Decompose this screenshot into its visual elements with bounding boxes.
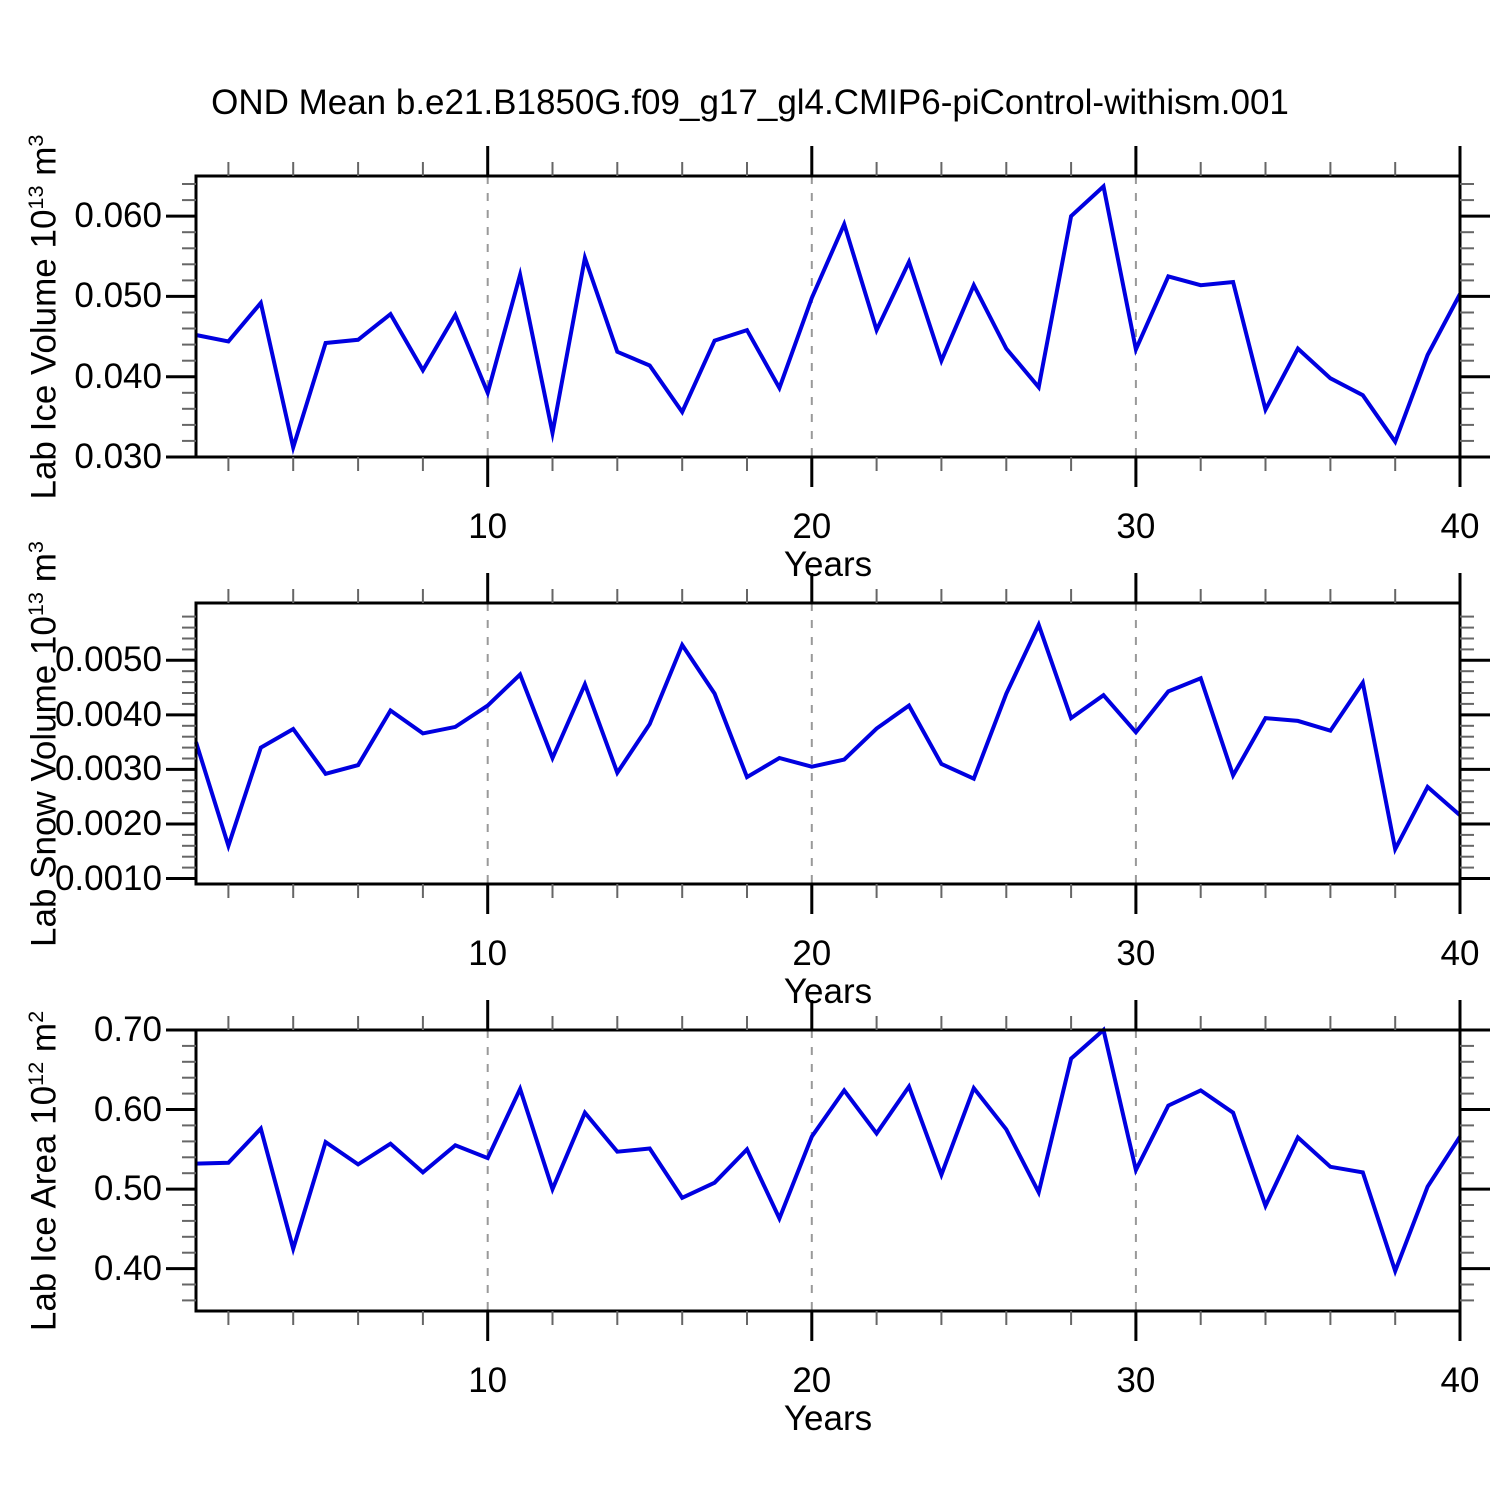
- figure-title: OND Mean b.e21.B1850G.f09_g17_gl4.CMIP6-…: [211, 83, 1289, 122]
- panel-1-series-line: [195, 182, 1462, 456]
- panel-3-frame: [194, 1028, 1462, 1313]
- panel-1-ytick-label: 0.060: [74, 196, 162, 236]
- panel-2-frame: [194, 601, 1462, 886]
- panel-1-ytick-label: 0.050: [74, 276, 162, 316]
- panel-1-xtick-label: 20: [792, 507, 832, 546]
- panel-3-ytick-label: 0.40: [93, 1248, 162, 1288]
- panel-2-ytick-label: 0.0030: [54, 749, 162, 789]
- panel-2-xtick-label: 40: [1440, 934, 1480, 973]
- panel-2-ytick-label: 0.0040: [54, 694, 162, 734]
- panel-2-ytick-label: 0.0010: [54, 858, 162, 898]
- panel-3-ytick-label: 0.60: [93, 1089, 162, 1129]
- panel-2-xtick-label: 30: [1116, 934, 1156, 973]
- panel-1-xtick-label: 10: [468, 507, 508, 546]
- panel-1-ytick-label: 0.030: [74, 437, 162, 476]
- panel-1: [166, 146, 1490, 487]
- panel-3-ytick-label: 0.70: [93, 1010, 162, 1049]
- panel-2-ytick-label: 0.0050: [54, 640, 162, 680]
- panel-3-xaxis-title: Years: [783, 1399, 873, 1438]
- panel-3: [166, 1000, 1490, 1341]
- panel-3-xtick-label: 10: [468, 1361, 508, 1400]
- panel-1-ytick-label: 0.040: [74, 356, 162, 396]
- panel-3-xtick-label: 30: [1116, 1361, 1156, 1400]
- panel-1-xtick-label: 40: [1440, 507, 1480, 546]
- panel-3-series-line: [195, 1026, 1462, 1277]
- panel-2-xtick-label: 20: [792, 934, 832, 973]
- panel-2-xaxis-title: Years: [783, 972, 873, 1011]
- panel-1-xtick-label: 30: [1116, 507, 1156, 546]
- panel-3-xtick-label: 40: [1440, 1361, 1480, 1400]
- panel-3-ytick-label: 0.50: [93, 1169, 162, 1209]
- panel-2-series-line: [194, 619, 1462, 856]
- panel-2-ytick-label: 0.0020: [54, 803, 162, 843]
- panel-2: [166, 573, 1490, 914]
- panel-3-xtick-label: 20: [792, 1361, 832, 1400]
- panel-1-xaxis-title: Years: [783, 545, 873, 584]
- panel-3-yaxis-title: Lab Ice Area 1012 m2: [23, 1010, 64, 1331]
- panel-1-frame: [194, 174, 1462, 459]
- panel-2-xtick-label: 10: [468, 934, 508, 973]
